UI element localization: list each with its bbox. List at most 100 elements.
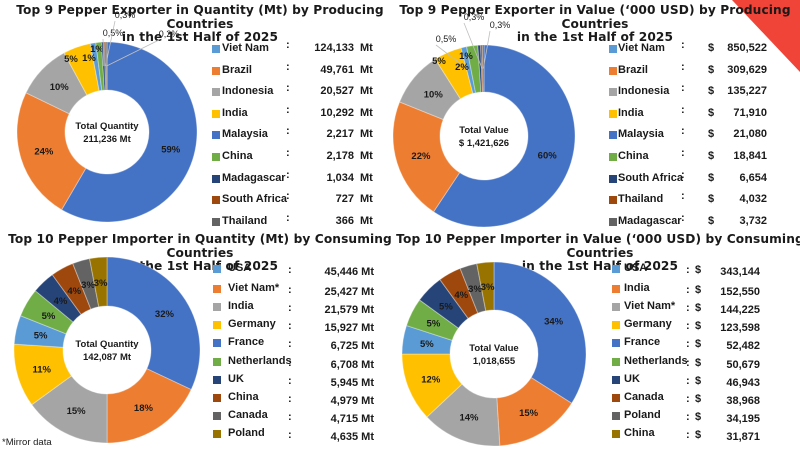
legend-value: 6,725 Mt (330, 340, 374, 353)
donut-chart-1: 60% 22% 10% 5% 0,5% 2%1% 0,3% 0,3% Total Value $ … (392, 12, 576, 228)
legend-row: Poland: $34,195 (0, 409, 800, 425)
donut-slice (459, 263, 487, 314)
legend-value: 46,943 (726, 376, 760, 389)
legend-separator: : (686, 302, 690, 315)
legend-label: Canada (228, 408, 268, 421)
legend-row: Canada: 4,715 Mt (0, 408, 800, 425)
legend-currency: $ (708, 85, 715, 98)
title-line-1: Top 9 Pepper Exporter in Value (‘000 USD… (399, 3, 791, 31)
slice-label: 3% (94, 278, 108, 289)
legend-row: Malaysia: $21,080 (0, 125, 800, 142)
legend-label: Indonesia (222, 85, 274, 98)
legend-unit: Mt (360, 150, 373, 162)
donut-slice (477, 44, 483, 93)
slice-label: 3% (481, 282, 495, 293)
slice-label: 4% (67, 286, 81, 297)
legend-separator: : (681, 190, 685, 203)
legend-label: Viet Nam (618, 42, 665, 54)
donut-slice (89, 42, 103, 92)
legend-swatch (612, 265, 620, 273)
legend-swatch (212, 217, 220, 226)
leader-line (463, 22, 483, 69)
legend-label: USA (228, 262, 252, 274)
legend-value: 71,910 (733, 106, 767, 119)
legend-row: South Africa: 727 Mt (0, 190, 800, 207)
legend-value: 20,527 (320, 85, 354, 98)
legend-unit: Mt (360, 128, 373, 141)
legend-value: 18,841 (733, 150, 767, 162)
legend-swatch (612, 303, 620, 312)
legend-separator: : (686, 320, 690, 333)
leader-line (102, 38, 105, 67)
legend-row: Netherlands: $50,679 (0, 354, 800, 371)
legend-value: 31,871 (726, 430, 760, 443)
slice-label: 0,3% (115, 10, 136, 20)
legend-label: Netherlands (624, 354, 688, 367)
slice-label: 12% (421, 375, 441, 386)
slice-label: 32% (155, 309, 175, 320)
legend-label: Germany (624, 318, 672, 331)
legend-separator: : (288, 428, 292, 441)
legend-value: 10,292 (320, 106, 354, 119)
donut-slice (13, 343, 73, 406)
legend-currency: $ (695, 392, 702, 405)
legend-value: 6,708 Mt (330, 358, 374, 371)
legend-separator: : (681, 39, 685, 51)
legend-swatch (213, 321, 221, 330)
legend-row: Netherlands: 6,708 Mt (0, 355, 800, 371)
legend-separator: : (288, 410, 292, 423)
legend-label: Viet Nam* (624, 300, 676, 313)
title-line-1: Top 9 Pepper Exporter in Quantity (Mt) b… (16, 3, 384, 31)
donut-slice (432, 44, 576, 228)
legend-currency: $ (708, 128, 715, 141)
legend-label: Thailand (222, 214, 268, 227)
slice-label: 22% (411, 151, 431, 162)
donut-slice (25, 52, 88, 115)
legend-label: Madagascar (618, 214, 682, 227)
legend-value: 21,080 (733, 128, 767, 141)
slice-label: 5% (34, 331, 48, 342)
legend-swatch (612, 411, 620, 420)
legend-row: China: $18,841 (0, 147, 800, 164)
title-line-2: in the 1st Half of 2025 (121, 259, 279, 273)
legend-separator: : (286, 39, 290, 51)
legend-separator: : (681, 82, 685, 95)
legend-value: 727 (335, 193, 354, 206)
legend-swatch (612, 429, 620, 438)
donut-slice (31, 375, 108, 444)
slice-label: 3% (468, 284, 482, 295)
legend-value: 52,482 (726, 340, 760, 353)
donut-chart-2: 32%18%15%11%5%5%4%4%3%3%Total Quantity14… (13, 256, 201, 444)
slice-label: 0,3% (490, 20, 511, 30)
donut-slice (496, 376, 573, 447)
legend-row: France: $52,482 (0, 336, 800, 353)
legend-value: 38,968 (726, 394, 760, 407)
donut-slice (103, 41, 107, 91)
donut-slice (16, 92, 87, 211)
legend-swatch (212, 109, 220, 118)
legend-value: 6,654 (739, 171, 767, 184)
legend-row: India: $152,550 (0, 282, 800, 298)
legend-row: India: 21,579 Mt (0, 300, 800, 316)
leader-line (105, 20, 116, 67)
legend-currency: $ (695, 302, 702, 315)
legend-swatch (609, 174, 617, 183)
slice-label: 0,5% (436, 34, 457, 44)
legend-separator: : (681, 168, 685, 181)
chart-title-import-value: Top 10 Pepper Importer in Value (‘000 US… (395, 232, 800, 274)
slice-label: 5% (439, 301, 453, 312)
legend-separator: : (286, 168, 290, 181)
legend-label: UK (228, 372, 244, 385)
legend-label: South Africa (618, 171, 683, 184)
donut-slice (426, 383, 501, 447)
legend-swatch (213, 375, 221, 384)
legend-separator: : (286, 103, 290, 116)
legend-label: Viet Nam* (228, 282, 280, 295)
legend-separator: : (686, 356, 690, 369)
slice-label: 5% (420, 339, 434, 350)
legend-currency: $ (708, 150, 715, 162)
center-label-total: 142,087 Mt (83, 352, 132, 363)
legend-label: Viet Nam (222, 42, 269, 54)
legend-row: Viet Nam*: 25,427 Mt (0, 282, 800, 298)
legend-row: Germany: 15,927 Mt (0, 318, 800, 334)
